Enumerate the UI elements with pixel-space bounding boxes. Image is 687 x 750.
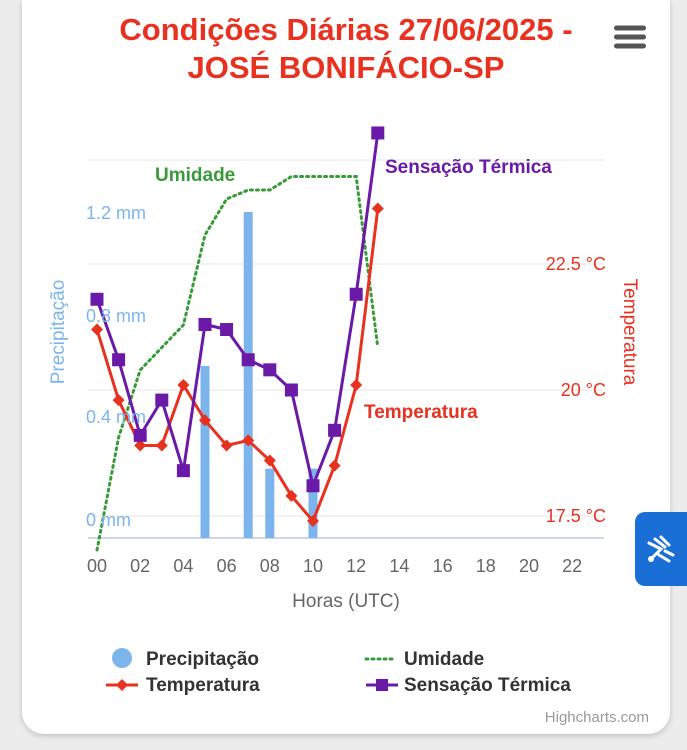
temperature-point-10: [307, 515, 319, 528]
temperature-point-12: [350, 378, 363, 391]
feels-like-point-1: [112, 353, 126, 367]
temp-tick-1: 20 °C: [561, 380, 606, 400]
temperature-point-13: [371, 202, 384, 215]
feels-like-series-label: Sensação Térmica: [385, 157, 552, 178]
chart-title-line-1: Condições Diárias 27/06/2025 -: [119, 12, 572, 47]
credits: Highcharts.com: [545, 709, 649, 726]
temperature-point-4: [177, 378, 190, 391]
legend-feels-label: Sensação Térmica: [404, 675, 571, 696]
chart-card: Condições Diárias 27/06/2025 - JOSÉ BONIF…: [22, 0, 670, 734]
humidity-series-label: Umidade: [155, 165, 235, 186]
precip-tick-1: 0.4 mm: [86, 407, 146, 427]
precip-tick-3: 1.2 mm: [86, 203, 146, 223]
temperature-point-7: [242, 434, 255, 447]
precip-tick-0: 0 mm: [86, 510, 131, 530]
feels-like-point-13: [371, 126, 385, 140]
precip-bar-5: [200, 366, 210, 538]
temperature-point-1: [112, 394, 125, 407]
x-tick-10: 10: [303, 556, 323, 576]
feels-like-point-3: [155, 393, 169, 407]
precip-axis-title: Precipitação: [48, 280, 69, 385]
precip-bar-8: [265, 468, 275, 538]
x-tick-12: 12: [346, 556, 366, 576]
feels-like-point-4: [176, 464, 190, 478]
temperature-series-label: Temperatura: [364, 402, 478, 423]
x-tick-20: 20: [519, 556, 539, 576]
precip-bar-7: [243, 212, 253, 538]
legend-precip-symbol: [112, 648, 132, 668]
temperature-point-11: [328, 459, 341, 472]
feels-like-point-8: [263, 363, 277, 377]
x-tick-06: 06: [217, 556, 237, 576]
temperature-line: [95, 208, 380, 523]
legend-temp-symbol: [116, 679, 128, 691]
temperature-point-5: [199, 414, 211, 427]
chart: Condições Diárias 27/06/2025 -JOSÉ BONIF…: [48, 12, 649, 726]
chart-title-line-2: JOSÉ BONIFÁCIO-SP: [188, 50, 505, 85]
feels-like-point-0: [90, 292, 104, 306]
legend-humidity-label: Umidade: [404, 649, 484, 670]
legend-precip-label: Precipitação: [146, 649, 259, 670]
accessibility-button[interactable]: [635, 512, 687, 586]
temperature-point-6: [220, 439, 233, 452]
x-tick-04: 04: [173, 556, 193, 576]
feels-like-point-11: [328, 423, 342, 437]
x-tick-18: 18: [476, 556, 496, 576]
legend-temp-label: Temperatura: [146, 675, 260, 696]
feels-like-point-7: [241, 353, 255, 367]
x-tick-02: 02: [130, 556, 150, 576]
temperature-point-8: [263, 454, 276, 467]
temperature-point-9: [285, 489, 298, 502]
x-axis-title: Horas (UTC): [292, 591, 400, 612]
precip-tick-2: 0.8 mm: [86, 306, 146, 326]
temp-tick-0: 17.5 °C: [546, 506, 606, 526]
hamburger-menu-icon[interactable]: [614, 25, 646, 49]
feels-like-point-10: [306, 479, 320, 493]
precip-bar-10: [308, 468, 318, 538]
feels-like-point-2: [133, 428, 147, 442]
legend-feels-symbol: [376, 679, 388, 691]
temp-axis-title: Temperatura: [619, 279, 640, 386]
humidity-line: [95, 175, 380, 552]
feels-like-point-6: [220, 323, 234, 337]
x-tick-14: 14: [389, 556, 409, 576]
x-tick-22: 22: [562, 556, 582, 576]
temperature-point-2: [134, 439, 147, 452]
feels-like-point-12: [349, 287, 363, 301]
x-tick-08: 08: [260, 556, 280, 576]
x-tick-00: 00: [87, 556, 107, 576]
sign-language-icon: [647, 535, 675, 563]
x-tick-16: 16: [433, 556, 453, 576]
feels-like-point-9: [284, 383, 298, 397]
temperature-point-0: [91, 323, 103, 336]
feels-like-point-5: [198, 317, 212, 331]
temperature-point-3: [155, 439, 168, 452]
temp-tick-2: 22.5 °C: [546, 254, 606, 274]
